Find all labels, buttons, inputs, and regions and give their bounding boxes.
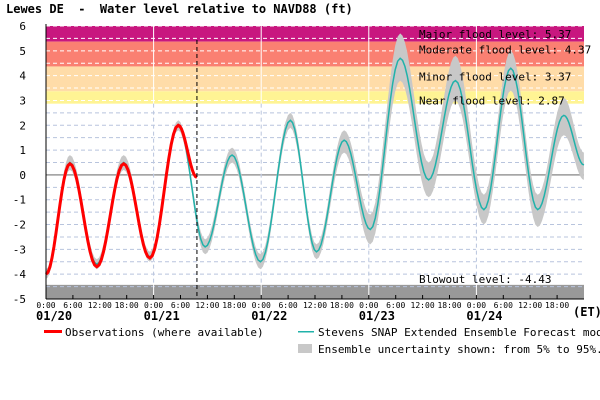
threshold-label: Minor flood level: 3.37 [419,70,571,83]
threshold-label: Moderate flood level: 4.37 [419,44,591,57]
y-tick-label: 1 [19,144,26,157]
y-tick-label: 0 [19,169,26,182]
x-date-label: 01/21 [144,309,180,323]
y-tick-label: 2 [19,119,26,132]
x-tick-label: 0:00 [252,301,271,310]
legend-uncertainty-swatch [298,344,312,353]
x-tick-label: 12:00 [88,301,112,310]
x-axis-unit-label: (ET) [573,305,600,319]
threshold-band [46,41,584,67]
y-tick-label: 3 [19,94,26,107]
x-tick-label: 12:00 [195,301,219,310]
observations-line [44,123,198,276]
x-tick-label: 18:00 [545,301,569,310]
x-tick-label: 12:00 [303,301,327,310]
chart-title: Lewes DE - Water level relative to NAVD8… [6,2,353,16]
threshold-label: Near flood level: 2.87 [419,94,565,107]
legend-forecast-swatch [298,331,314,333]
x-tick-label: 0:00 [36,301,55,310]
x-tick-label: 6:00 [63,301,82,310]
legend-forecast-label: Stevens SNAP Extended Ensemble Forecast … [318,326,600,339]
y-tick-label: 5 [19,45,26,58]
x-tick-label: 0:00 [467,301,486,310]
x-tick-label: 18:00 [115,301,139,310]
legend-observations-swatch [44,330,62,333]
x-tick-label: 18:00 [330,301,354,310]
x-tick-label: 18:00 [437,301,461,310]
legend-observations-label: Observations (where available) [65,326,264,339]
x-date-label: 01/20 [36,309,72,323]
y-tick-label: 6 [19,20,26,33]
x-tick-label: 6:00 [494,301,513,310]
x-date-label: 01/24 [466,309,502,323]
legend-uncertainty-label: Ensemble uncertainty shown: from 5% to 9… [318,343,600,356]
x-tick-label: 6:00 [278,301,297,310]
y-tick-label: -4 [13,268,27,281]
legend: Observations (where available) Stevens S… [44,326,600,356]
y-tick-label: -5 [13,293,26,306]
y-tick-label: -3 [13,243,26,256]
x-tick-label: 12:00 [411,301,435,310]
y-tick-label: -2 [13,219,26,232]
x-tick-label: 0:00 [144,301,163,310]
threshold-label: Blowout level: -4.43 [419,273,551,286]
y-tick-label: -1 [13,194,26,207]
x-tick-label: 0:00 [359,301,378,310]
x-tick-label: 6:00 [171,301,190,310]
threshold-band [46,26,584,42]
x-tick-label: 12:00 [518,301,542,310]
threshold-band [46,66,584,92]
x-tick-label: 18:00 [222,301,246,310]
x-date-label: 01/23 [359,309,395,323]
x-tick-label: 6:00 [386,301,405,310]
x-date-label: 01/22 [251,309,287,323]
threshold-label: Major flood level: 5.37 [419,28,571,41]
y-tick-label: 4 [19,70,26,83]
